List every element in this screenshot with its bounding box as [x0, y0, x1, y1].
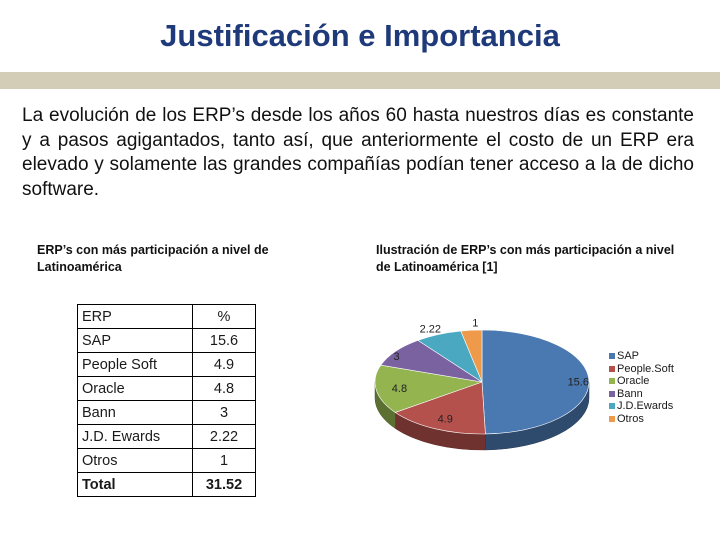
body-paragraph: La evolución de los ERP’s desde los años…	[22, 105, 694, 200]
chart-legend: SAP People.Soft Oracle Bann J.D.Ewards Otros	[609, 350, 674, 425]
table-header-row: ERP %	[77, 304, 256, 329]
legend-swatch	[609, 390, 615, 397]
row-erp-value: 4.9	[192, 352, 256, 377]
table-row: Bann 3	[77, 400, 256, 425]
pie-data-label: 2.22	[420, 324, 441, 336]
legend-label: Bann	[617, 387, 643, 400]
legend-label: Otros	[617, 412, 644, 425]
legend-swatch	[609, 353, 615, 360]
total-value: 31.52	[192, 472, 256, 497]
legend-label: SAP	[617, 350, 640, 362]
legend-item: People.Soft	[609, 363, 674, 376]
legend-label: J.D.Ewards	[617, 400, 674, 412]
legend-swatch	[609, 403, 615, 410]
pie-slice-peoplesoft	[394, 381, 486, 435]
table-caption: ERP’s con más participación a nivel de L…	[37, 243, 269, 274]
legend-swatch	[609, 365, 615, 372]
table-row: People Soft 4.9	[77, 352, 256, 377]
pie-slice-sap	[481, 329, 590, 435]
legend-item: Otros	[609, 413, 674, 426]
legend-item: Bann	[609, 388, 674, 401]
pie-data-label: 3	[393, 351, 399, 363]
legend-item: SAP	[609, 350, 674, 363]
table-total-row: Total 31.52	[77, 472, 256, 497]
row-erp-name: Oracle	[77, 376, 193, 401]
row-erp-name: Bann	[77, 400, 193, 425]
row-erp-name: Otros	[77, 448, 193, 473]
title-divider-bar	[0, 72, 720, 89]
page-title: Justificación e Importancia	[160, 18, 560, 53]
row-erp-name: J.D. Ewards	[77, 424, 193, 449]
total-label: Total	[77, 472, 193, 497]
table-row: Otros 1	[77, 448, 256, 473]
row-erp-value: 3	[192, 400, 256, 425]
erp-table: ERP % SAP 15.6 People Soft 4.9 Oracle 4.…	[77, 304, 256, 497]
pie-data-label: 4.8	[392, 383, 407, 395]
legend-item: Oracle	[609, 375, 674, 388]
chart-caption: Ilustración de ERP’s con más participaci…	[376, 243, 675, 274]
legend-swatch	[609, 415, 615, 422]
pie-slice-oracle	[374, 364, 483, 413]
row-erp-name: People Soft	[77, 352, 193, 377]
header-erp: ERP	[77, 304, 193, 329]
legend-label: People.Soft	[617, 362, 674, 375]
pie-data-label: 15.6	[568, 376, 589, 388]
table-row: SAP 15.6	[77, 328, 256, 353]
pie-data-label: 1	[472, 317, 478, 329]
legend-swatch	[609, 378, 615, 385]
legend-item: J.D.Ewards	[609, 400, 674, 413]
row-erp-value: 4.8	[192, 376, 256, 401]
pie-data-label: 4.9	[438, 413, 453, 425]
legend-label: Oracle	[617, 375, 650, 387]
pie-slice-otros	[460, 329, 483, 383]
row-erp-value: 15.6	[192, 328, 256, 353]
table-row: Oracle 4.8	[77, 376, 256, 401]
